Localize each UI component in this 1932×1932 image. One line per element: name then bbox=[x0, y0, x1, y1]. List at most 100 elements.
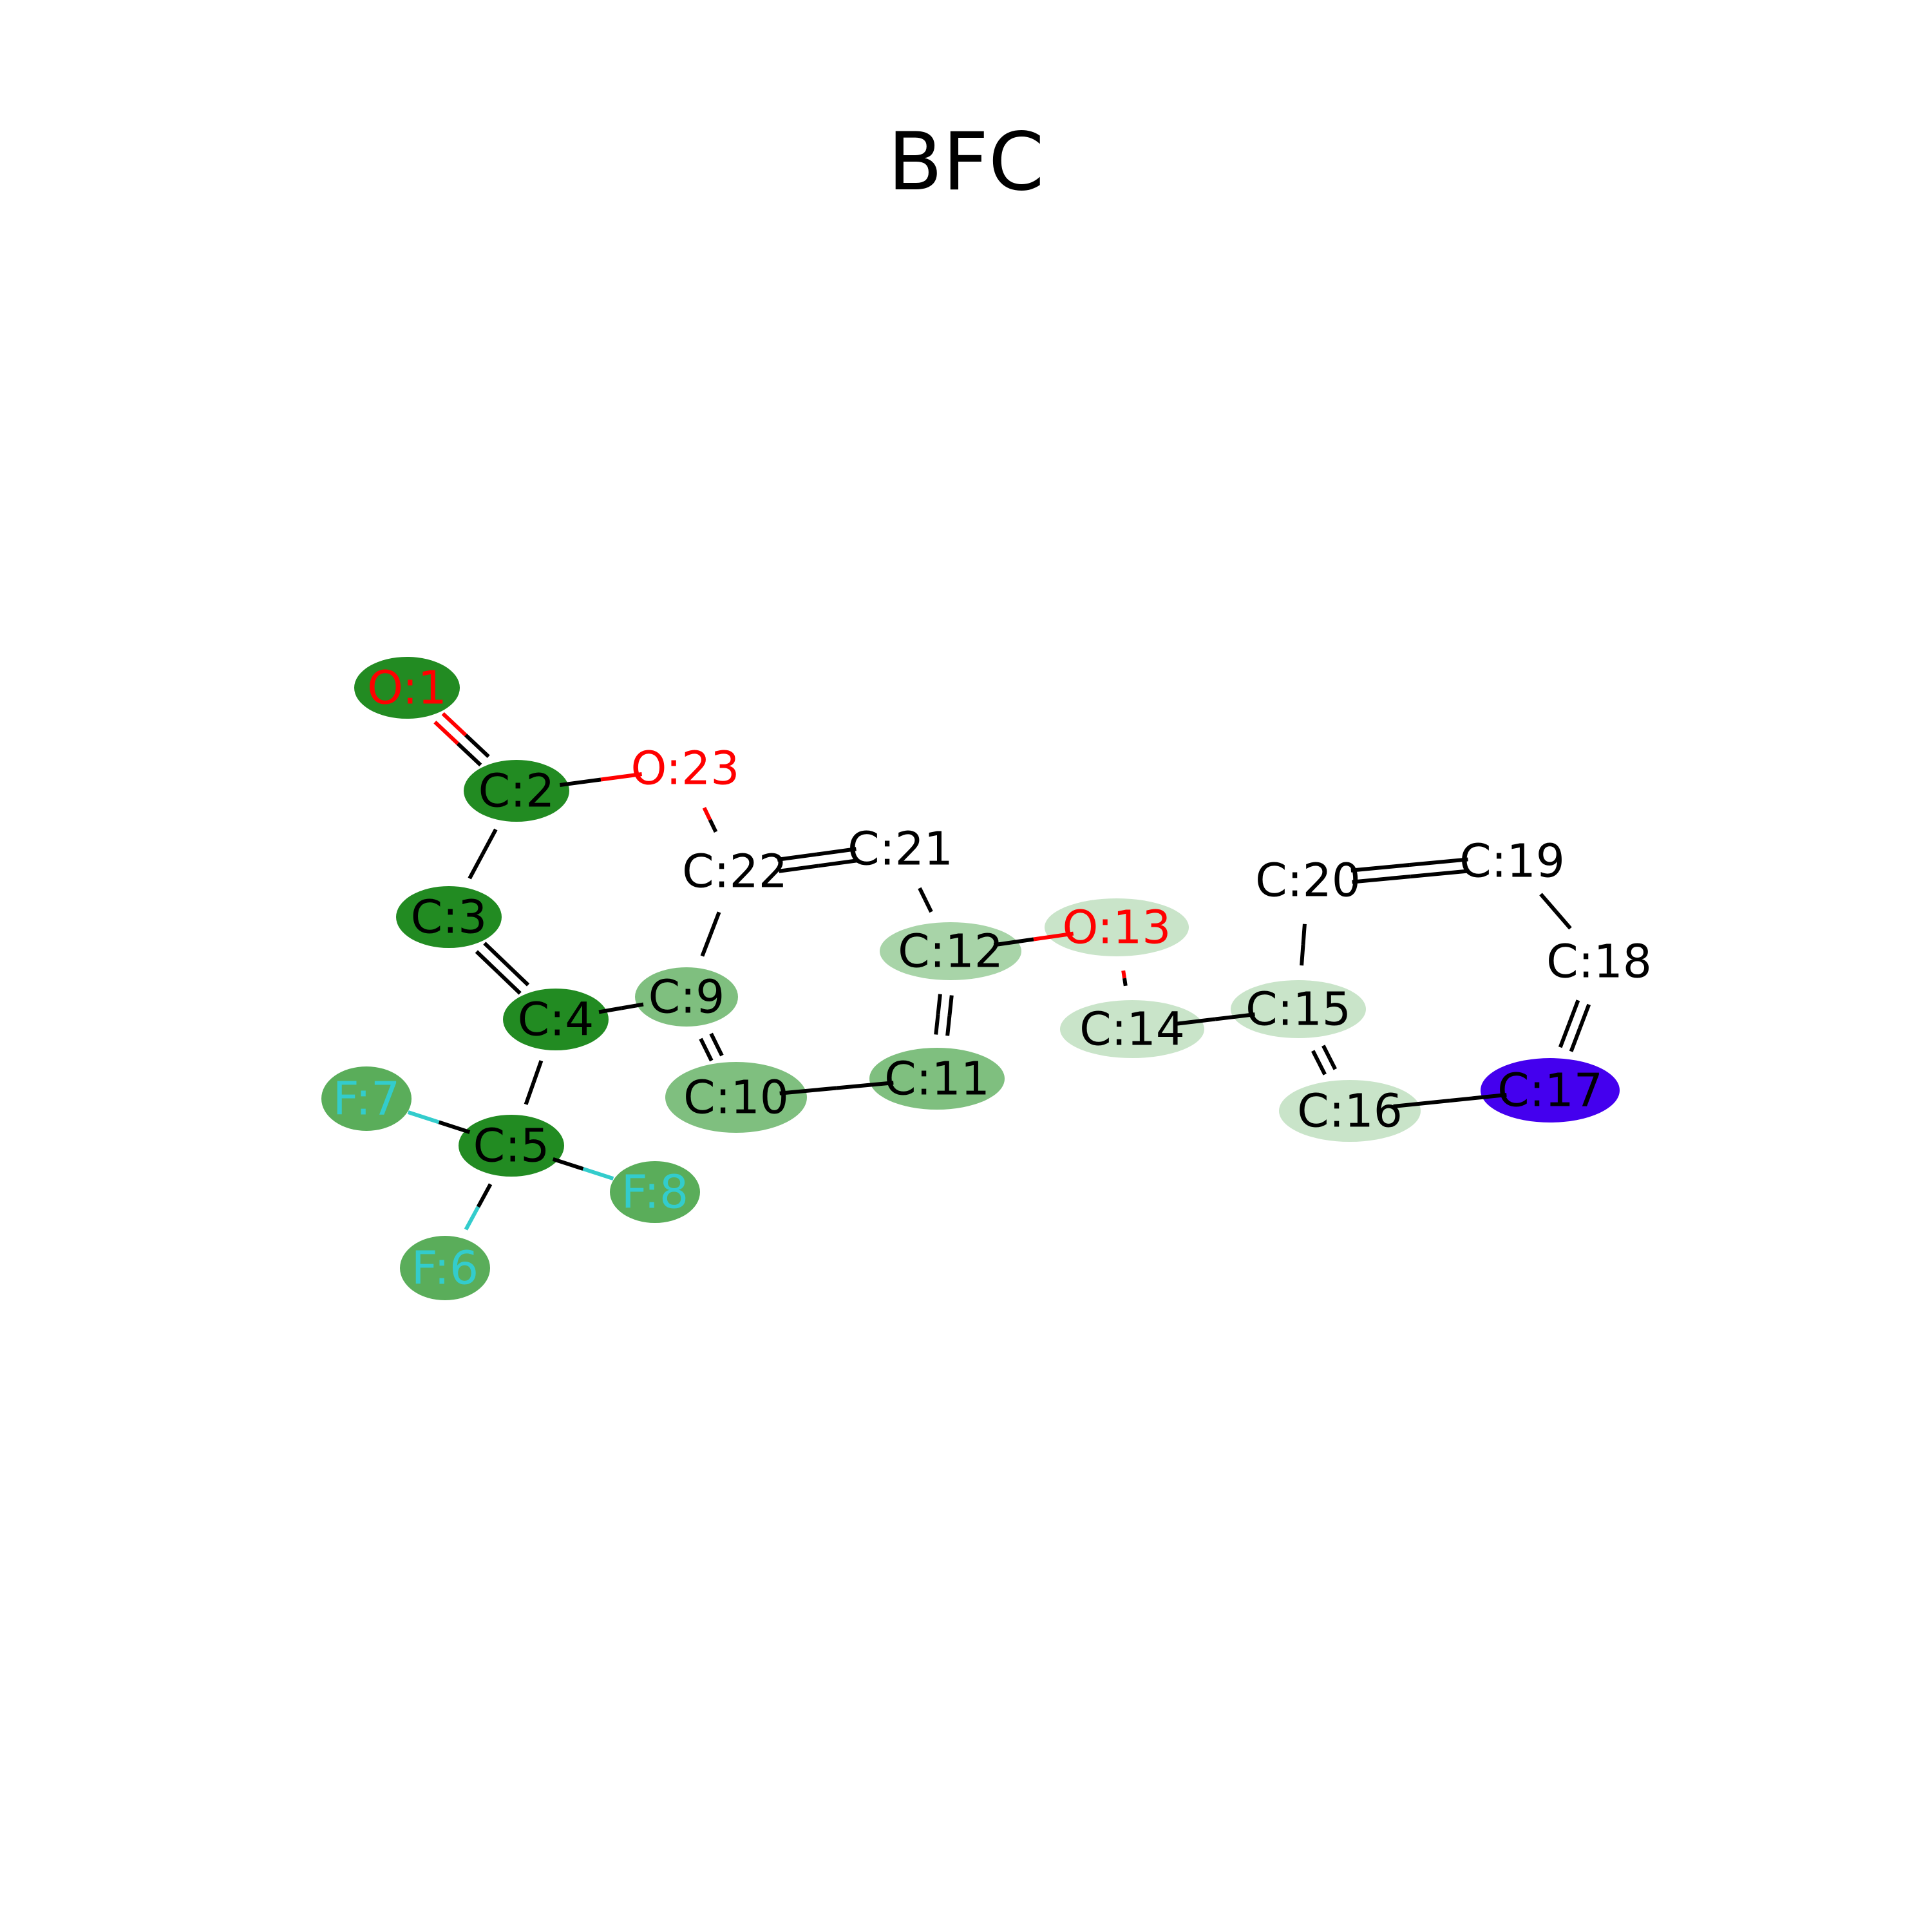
bond-11-12-line2-a bbox=[945, 1015, 952, 1036]
bond-16-17-a bbox=[1393, 1099, 1450, 1109]
bond-14-15-a bbox=[1175, 1017, 1216, 1026]
bond-15-16-line1-b bbox=[1327, 1056, 1337, 1070]
bond-18-19-b bbox=[1539, 893, 1557, 913]
atom-label-18: C:18 bbox=[1546, 935, 1652, 989]
atom-highlight-5 bbox=[459, 1115, 564, 1177]
bond-1-2-line1-a bbox=[441, 712, 468, 737]
bond-19-20-line2-a bbox=[1409, 857, 1468, 867]
bond-13-14-a bbox=[1121, 970, 1126, 979]
bond-5-7-b bbox=[407, 1110, 440, 1124]
bond-21-12-a bbox=[918, 887, 927, 901]
atom-label-3: C:3 bbox=[411, 891, 488, 944]
bond-22-21-line2-a bbox=[779, 864, 819, 873]
atom-highlight-11 bbox=[869, 1048, 1005, 1110]
atom-highlight-12 bbox=[880, 922, 1021, 980]
atom-label-4: C:4 bbox=[518, 993, 594, 1046]
atom-label-16: C:16 bbox=[1297, 1084, 1403, 1138]
atom-label-23: O:23 bbox=[631, 742, 740, 795]
bond-15-20-b bbox=[1301, 923, 1307, 945]
bond-23-22-a bbox=[702, 806, 712, 821]
atom-label-10: C:10 bbox=[683, 1071, 789, 1124]
bond-17-18-line1-a bbox=[1558, 1023, 1571, 1048]
bond-1-2-line1-b bbox=[464, 734, 490, 759]
bond-18-19-a bbox=[1554, 910, 1572, 930]
atom-label-15: C:15 bbox=[1245, 983, 1351, 1036]
bond-12-13-a bbox=[993, 937, 1034, 947]
atom-highlight-1 bbox=[354, 657, 460, 719]
bond-2-23-b bbox=[600, 772, 642, 782]
bond-3-4-line2-b bbox=[497, 971, 522, 995]
atom-label-20: C:20 bbox=[1255, 854, 1361, 907]
atom-highlight-13 bbox=[1045, 898, 1189, 956]
bond-16-17-b bbox=[1450, 1092, 1507, 1103]
atom-label-6: F:6 bbox=[412, 1242, 478, 1295]
atom-highlight-16 bbox=[1279, 1080, 1421, 1142]
atom-label-19: C:19 bbox=[1459, 835, 1565, 888]
bond-22-21-line1-b bbox=[816, 847, 857, 857]
atom-highlight-15 bbox=[1231, 980, 1366, 1038]
bond-21-12-b bbox=[923, 899, 933, 913]
bond-9-10-line1-a bbox=[709, 1032, 719, 1046]
atom-label-13: O:13 bbox=[1063, 901, 1171, 954]
bond-3-4-line2-a bbox=[475, 950, 500, 974]
bond-11-12-line2-b bbox=[947, 995, 954, 1016]
bond-17-18-line1-b bbox=[1567, 999, 1580, 1025]
bond-19-20-line2-b bbox=[1350, 863, 1410, 873]
bond-9-10-line1-b bbox=[714, 1043, 724, 1057]
bond-13-14-b bbox=[1122, 978, 1128, 987]
bond-2-3-b bbox=[468, 853, 485, 880]
bond-5-6-b bbox=[464, 1206, 480, 1231]
atom-highlight-14 bbox=[1060, 1000, 1204, 1058]
bond-5-8-a bbox=[552, 1157, 584, 1171]
diagram-title: BFC bbox=[887, 116, 1045, 209]
bond-5-8-b bbox=[582, 1167, 614, 1180]
bond-4-9-b bbox=[620, 1002, 644, 1010]
bond-22-9-b bbox=[700, 933, 713, 957]
atom-label-14: C:14 bbox=[1079, 1003, 1185, 1056]
bond-2-23-a bbox=[560, 777, 601, 787]
atom-highlight-4 bbox=[503, 989, 609, 1050]
atom-label-12: C:12 bbox=[898, 925, 1003, 978]
atom-highlight-10 bbox=[665, 1062, 807, 1133]
atom-highlight-2 bbox=[464, 760, 569, 822]
bond-15-16-line2-b bbox=[1317, 1061, 1327, 1075]
bond-3-4-line1-b bbox=[505, 962, 530, 987]
atom-highlight-9 bbox=[635, 967, 738, 1027]
bond-1-2-line2-a bbox=[433, 720, 459, 745]
bond-5-6-a bbox=[476, 1183, 493, 1208]
bond-2-3-a bbox=[480, 828, 498, 855]
bond-4-5-b bbox=[524, 1082, 536, 1105]
bond-10-11-b bbox=[836, 1081, 894, 1090]
atom-label-1: O:1 bbox=[367, 661, 447, 715]
atom-label-7: F:7 bbox=[333, 1072, 400, 1126]
bond-12-13-b bbox=[1033, 931, 1074, 942]
atom-label-11: C:11 bbox=[884, 1052, 990, 1106]
bonds bbox=[407, 712, 1591, 1231]
bond-1-2-line2-b bbox=[456, 742, 482, 767]
atom-highlights bbox=[321, 657, 1620, 1300]
atom-labels: O:1 C:2 C:3 C:4 C:5 F:6 F:7 F:8 C:9 C:10 C:11 C:12 O… bbox=[333, 661, 1652, 1295]
bond-4-9-a bbox=[598, 1006, 622, 1014]
bond-17-18-line2-b bbox=[1578, 1003, 1591, 1029]
atom-label-21: C:21 bbox=[848, 822, 953, 876]
atom-highlight-6 bbox=[400, 1236, 490, 1300]
bond-9-10-line2-a bbox=[699, 1037, 708, 1051]
bond-4-5-a bbox=[531, 1060, 544, 1083]
bond-22-21-line2-b bbox=[818, 858, 858, 868]
atom-label-17: C:17 bbox=[1497, 1064, 1603, 1117]
bond-22-9-a bbox=[708, 911, 721, 935]
bond-15-16-line2-a bbox=[1311, 1050, 1321, 1064]
bond-15-20-a bbox=[1300, 944, 1305, 966]
atom-label-2: C:2 bbox=[478, 764, 555, 818]
bond-22-21-line1-a bbox=[777, 852, 817, 862]
bond-19-20-line1-a bbox=[1410, 869, 1470, 878]
bond-9-10-line2-b bbox=[704, 1048, 714, 1062]
bond-10-11-a bbox=[779, 1086, 837, 1095]
atom-label-22: C:22 bbox=[682, 845, 788, 898]
atom-label-5: C:5 bbox=[473, 1119, 550, 1173]
bond-11-12-line1-b bbox=[936, 994, 942, 1015]
bond-5-7-a bbox=[438, 1120, 471, 1134]
atom-highlight-3 bbox=[396, 886, 502, 948]
bond-3-4-line1-a bbox=[483, 942, 508, 966]
